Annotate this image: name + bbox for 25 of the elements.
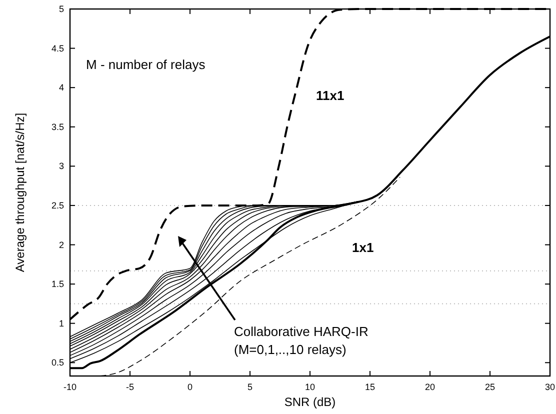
- annotation: M - number of relays: [86, 57, 206, 72]
- y-tick-label: 1.5: [51, 279, 64, 290]
- x-tick-label: 5: [247, 382, 253, 392]
- y-axis-title: Average throughput [nat/s/Hz]: [13, 112, 27, 272]
- x-tick-label: 0: [187, 382, 193, 392]
- y-tick-label: 3: [58, 161, 64, 172]
- text: 1x1: [352, 240, 374, 255]
- y-tick-label: 5: [58, 4, 64, 14]
- y-tick-label: 3.5: [51, 122, 64, 132]
- x-tick-label: 30: [544, 382, 556, 392]
- x-tick-label: -5: [126, 382, 134, 392]
- x-tick-label: 10: [304, 382, 316, 392]
- y-tick-label: 4: [58, 82, 64, 93]
- x-tick-label: 20: [424, 382, 436, 392]
- x-axis-title: SNR (dB): [284, 395, 336, 409]
- y-tick-label: 2.5: [51, 200, 64, 210]
- y-tick-label: 4.5: [51, 43, 64, 54]
- y-tick-label: 1: [58, 318, 64, 328]
- x-tick-label: 15: [364, 382, 376, 392]
- y-tick-label: 0.5: [51, 358, 64, 368]
- y-tick-label: 2: [58, 240, 64, 250]
- annotation: Collaborative HARQ-IR (M=0,1,..,10 relays): [234, 324, 368, 357]
- x-tick-label: -10: [63, 382, 77, 392]
- x-tick-label: 25: [484, 382, 496, 392]
- series-label: 11x1: [316, 88, 344, 103]
